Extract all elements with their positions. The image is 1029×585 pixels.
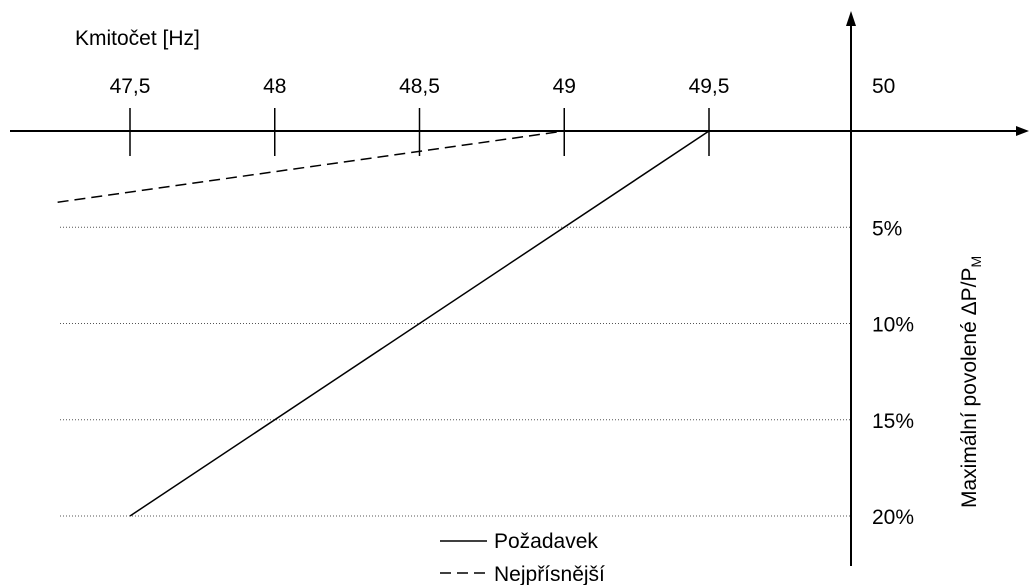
series-line-pozadavek bbox=[129, 130, 710, 517]
y-axis-title: Maximální povolené ΔP/PM bbox=[958, 256, 984, 508]
x-axis-arrowhead bbox=[1016, 126, 1029, 136]
y-ticks: 5% 10% 15% 20% bbox=[872, 217, 914, 529]
x-tick-label: 49 bbox=[553, 75, 576, 98]
y-axis-arrowhead bbox=[846, 11, 856, 26]
x-tick-label: 47,5 bbox=[110, 75, 151, 98]
x-axis-title: Kmitočet [Hz] bbox=[75, 27, 200, 50]
series-line-nejprisnejsi bbox=[57, 130, 565, 203]
y-tick-label: 20% bbox=[872, 506, 914, 529]
x-tick-label: 50 bbox=[872, 75, 895, 98]
y-tick-label: 5% bbox=[872, 217, 902, 240]
legend-label-nejprisnejsi: Nejpřísnější bbox=[494, 563, 605, 585]
y-axis-title-subscript: M bbox=[968, 256, 984, 268]
legend-label-pozadavek: Požadavek bbox=[494, 530, 598, 553]
x-tick-label: 48,5 bbox=[399, 75, 440, 98]
y-tick-label: 15% bbox=[872, 410, 914, 433]
x-ticks: 47,5 48 48,5 49 49,5 50 bbox=[110, 75, 895, 156]
x-tick-label: 48 bbox=[263, 75, 286, 98]
series-layer bbox=[57, 130, 710, 517]
grid-layer bbox=[60, 226, 851, 517]
y-tick-label: 10% bbox=[872, 314, 914, 337]
legend: Požadavek Nejpřísnější bbox=[440, 530, 605, 585]
x-tick-label: 49,5 bbox=[689, 75, 730, 98]
y-axis-title-main: Maximální povolené ΔP/P bbox=[958, 268, 981, 508]
